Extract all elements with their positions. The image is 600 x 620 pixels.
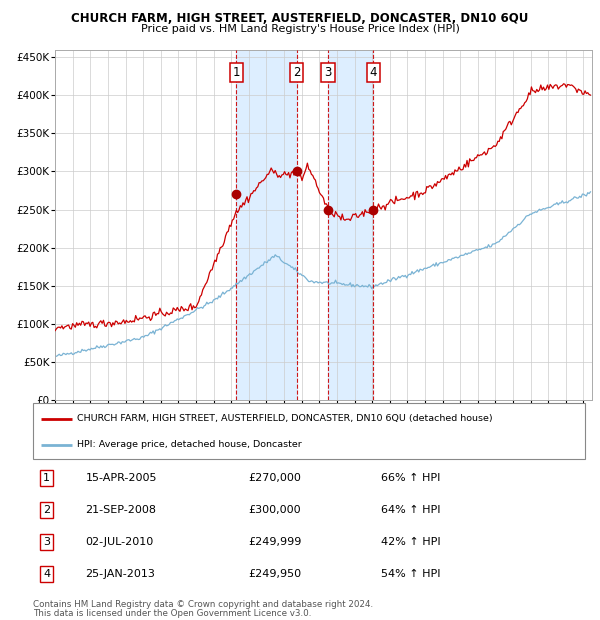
Text: 3: 3: [325, 66, 332, 79]
Text: 02-JUL-2010: 02-JUL-2010: [85, 537, 154, 547]
Text: 4: 4: [370, 66, 377, 79]
Text: 42% ↑ HPI: 42% ↑ HPI: [381, 537, 440, 547]
Text: HPI: Average price, detached house, Doncaster: HPI: Average price, detached house, Donc…: [77, 440, 302, 450]
Bar: [236, 50, 297, 400]
Text: 2: 2: [293, 66, 301, 79]
Text: 2: 2: [43, 505, 50, 515]
Bar: [328, 50, 373, 400]
Text: £249,950: £249,950: [248, 569, 301, 579]
Text: 64% ↑ HPI: 64% ↑ HPI: [381, 505, 440, 515]
Text: Contains HM Land Registry data © Crown copyright and database right 2024.: Contains HM Land Registry data © Crown c…: [33, 600, 373, 609]
Text: £300,000: £300,000: [248, 505, 301, 515]
Text: This data is licensed under the Open Government Licence v3.0.: This data is licensed under the Open Gov…: [33, 609, 311, 618]
Text: 1: 1: [43, 473, 50, 483]
Text: 4: 4: [43, 569, 50, 579]
Text: 54% ↑ HPI: 54% ↑ HPI: [381, 569, 440, 579]
Text: 3: 3: [43, 537, 50, 547]
FancyBboxPatch shape: [33, 403, 585, 459]
Text: £249,999: £249,999: [248, 537, 302, 547]
Text: 1: 1: [233, 66, 240, 79]
Text: 15-APR-2005: 15-APR-2005: [85, 473, 157, 483]
Text: £270,000: £270,000: [248, 473, 301, 483]
Text: 21-SEP-2008: 21-SEP-2008: [85, 505, 157, 515]
Text: Price paid vs. HM Land Registry's House Price Index (HPI): Price paid vs. HM Land Registry's House …: [140, 24, 460, 33]
Text: 66% ↑ HPI: 66% ↑ HPI: [381, 473, 440, 483]
Text: CHURCH FARM, HIGH STREET, AUSTERFIELD, DONCASTER, DN10 6QU (detached house): CHURCH FARM, HIGH STREET, AUSTERFIELD, D…: [77, 414, 493, 423]
Text: CHURCH FARM, HIGH STREET, AUSTERFIELD, DONCASTER, DN10 6QU: CHURCH FARM, HIGH STREET, AUSTERFIELD, D…: [71, 12, 529, 25]
Text: 25-JAN-2013: 25-JAN-2013: [85, 569, 155, 579]
